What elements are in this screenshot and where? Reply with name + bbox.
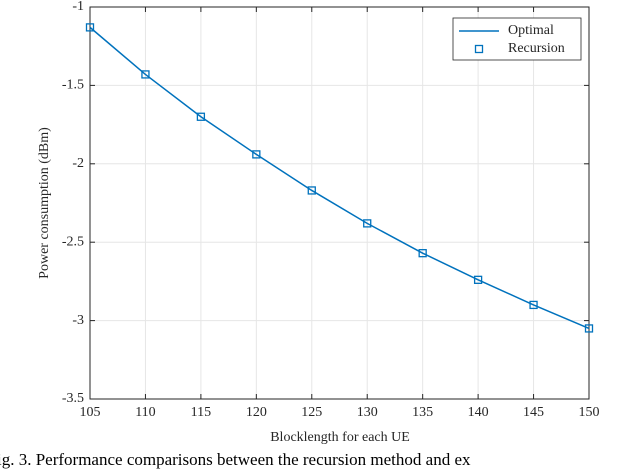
y-tick-label: -2: [72, 156, 84, 171]
marker: [141, 70, 150, 79]
caption: ig. 3. Performance comparisons between t…: [0, 450, 471, 469]
y-tick-label: -2.5: [62, 234, 84, 249]
y-axis-label: Power consumption (dBm): [37, 127, 52, 279]
y-tick-label: -3: [72, 313, 84, 328]
legend-box: [452, 17, 582, 61]
legend-label: Recursion: [508, 41, 565, 56]
x-tick-label: 125: [301, 405, 322, 420]
plot-frame: [89, 6, 590, 400]
marker: [418, 249, 427, 258]
x-axis-label: Blocklength for each UE: [270, 430, 410, 445]
x-tick-label: 150: [579, 405, 600, 420]
marker: [529, 300, 538, 310]
series-line: [89, 26, 590, 330]
y-tick-label: -1: [72, 0, 84, 14]
x-tick-label: 115: [191, 405, 211, 420]
x-tick-label: 135: [412, 405, 433, 420]
marker: [363, 219, 372, 228]
marker: [307, 186, 316, 195]
x-tick-label: 145: [523, 405, 544, 420]
marker: [252, 150, 261, 159]
y-tick-label: -3.5: [62, 391, 84, 406]
marker: [584, 324, 594, 333]
x-tick-label: 110: [135, 405, 155, 420]
marker: [85, 23, 95, 32]
x-tick-label: 105: [80, 405, 101, 420]
x-tick-label: 140: [468, 405, 489, 420]
legend-label: Optimal: [508, 23, 554, 38]
legend-marker: [474, 44, 484, 54]
x-tick-label: 120: [246, 405, 267, 420]
marker: [196, 112, 206, 121]
marker: [473, 275, 483, 284]
x-tick-label: 130: [357, 405, 378, 420]
y-tick-label: -1.5: [62, 78, 84, 93]
